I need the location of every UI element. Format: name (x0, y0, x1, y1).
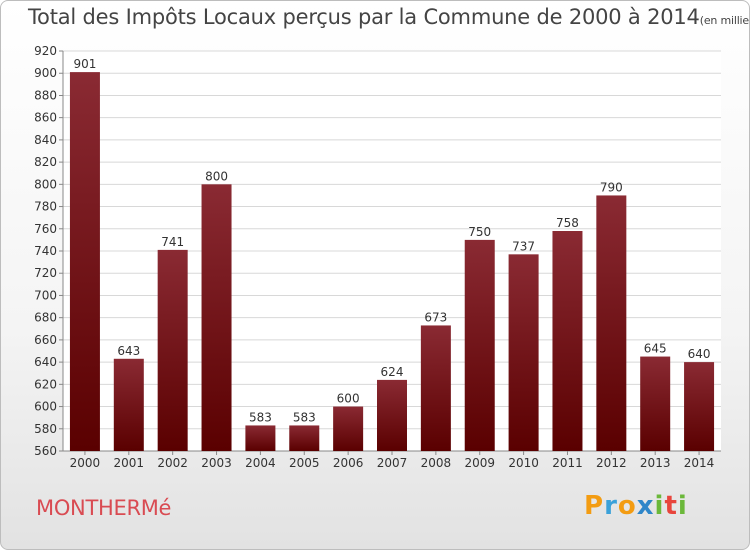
y-tick-label: 780 (34, 200, 57, 214)
x-tick-label: 2004 (245, 456, 276, 470)
y-tick-label: 860 (34, 111, 57, 125)
logo-letter: i (677, 491, 688, 521)
y-tick-label: 700 (34, 288, 57, 302)
bar-value-label: 790 (600, 180, 623, 194)
bar (377, 379, 407, 451)
bar (157, 249, 188, 451)
x-tick-label: 2000 (70, 456, 101, 470)
logo-letter: o (617, 491, 637, 521)
logo-letter: t (664, 491, 678, 521)
bar (289, 425, 320, 451)
commune-name: MONTHERMé (36, 496, 172, 520)
x-tick-label: 2003 (201, 456, 232, 470)
bar-value-label: 901 (73, 57, 96, 71)
y-tick-label: 880 (34, 88, 57, 102)
y-tick-label: 560 (34, 444, 57, 458)
x-tick-label: 2006 (333, 456, 364, 470)
bar-value-label: 737 (512, 239, 535, 253)
x-tick-label: 2010 (508, 456, 539, 470)
x-tick-label: 2011 (552, 456, 583, 470)
y-tick-label: 740 (34, 244, 57, 258)
x-tick-label: 2012 (596, 456, 627, 470)
logo-letter: P (584, 491, 605, 521)
y-tick-label: 680 (34, 311, 57, 325)
bar-value-label: 583 (293, 410, 316, 424)
bar-value-label: 800 (205, 169, 228, 183)
x-tick-label: 2008 (421, 456, 452, 470)
y-tick-label: 820 (34, 155, 57, 169)
y-tick-label: 900 (34, 66, 57, 80)
logo-letter: x (636, 491, 655, 521)
bar (508, 254, 539, 451)
x-tick-label: 2002 (157, 456, 188, 470)
y-tick-label: 580 (34, 422, 57, 436)
bar (69, 72, 100, 451)
y-tick-label: 800 (34, 177, 57, 191)
bar-value-label: 624 (381, 365, 404, 379)
chart-title: Total des Impôts Locaux perçus par la Co… (28, 5, 749, 29)
bar (596, 195, 627, 451)
y-tick-label: 620 (34, 377, 57, 391)
x-tick-label: 2001 (114, 456, 145, 470)
x-tick-label: 2007 (377, 456, 408, 470)
y-tick-label: 840 (34, 133, 57, 147)
logo-letter: r (604, 491, 618, 521)
y-tick-label: 720 (34, 266, 57, 280)
bar-value-label: 640 (688, 347, 711, 361)
x-tick-label: 2014 (684, 456, 715, 470)
y-tick-label: 640 (34, 355, 57, 369)
bar-value-label: 600 (337, 392, 360, 406)
chart-title-text: Total des Impôts Locaux perçus par la Co… (28, 5, 700, 29)
bar (245, 425, 276, 451)
bar (113, 358, 144, 451)
bar (464, 239, 495, 451)
bar (684, 362, 715, 451)
bar (552, 231, 583, 451)
x-tick-label: 2005 (289, 456, 320, 470)
bar (201, 184, 232, 452)
proxiti-logo: Proxiti (584, 491, 688, 521)
y-tick-label: 660 (34, 333, 57, 347)
x-tick-label: 2013 (640, 456, 671, 470)
bar-value-label: 750 (468, 225, 491, 239)
bar-value-label: 645 (644, 342, 667, 356)
bar (420, 325, 451, 451)
bar-value-label: 741 (161, 235, 184, 249)
bar (333, 406, 364, 451)
x-tick-label: 2009 (464, 456, 495, 470)
logo-letter: i (654, 491, 665, 521)
bar-value-label: 643 (117, 344, 140, 358)
y-tick-label: 760 (34, 222, 57, 236)
bar-value-label: 758 (556, 216, 579, 230)
y-tick-label: 920 (34, 44, 57, 58)
y-tick-label: 600 (34, 400, 57, 414)
bar-value-label: 673 (424, 310, 447, 324)
chart-unit: (en milliers d'€) (699, 14, 749, 27)
bar (640, 356, 671, 451)
bar-value-label: 583 (249, 410, 272, 424)
